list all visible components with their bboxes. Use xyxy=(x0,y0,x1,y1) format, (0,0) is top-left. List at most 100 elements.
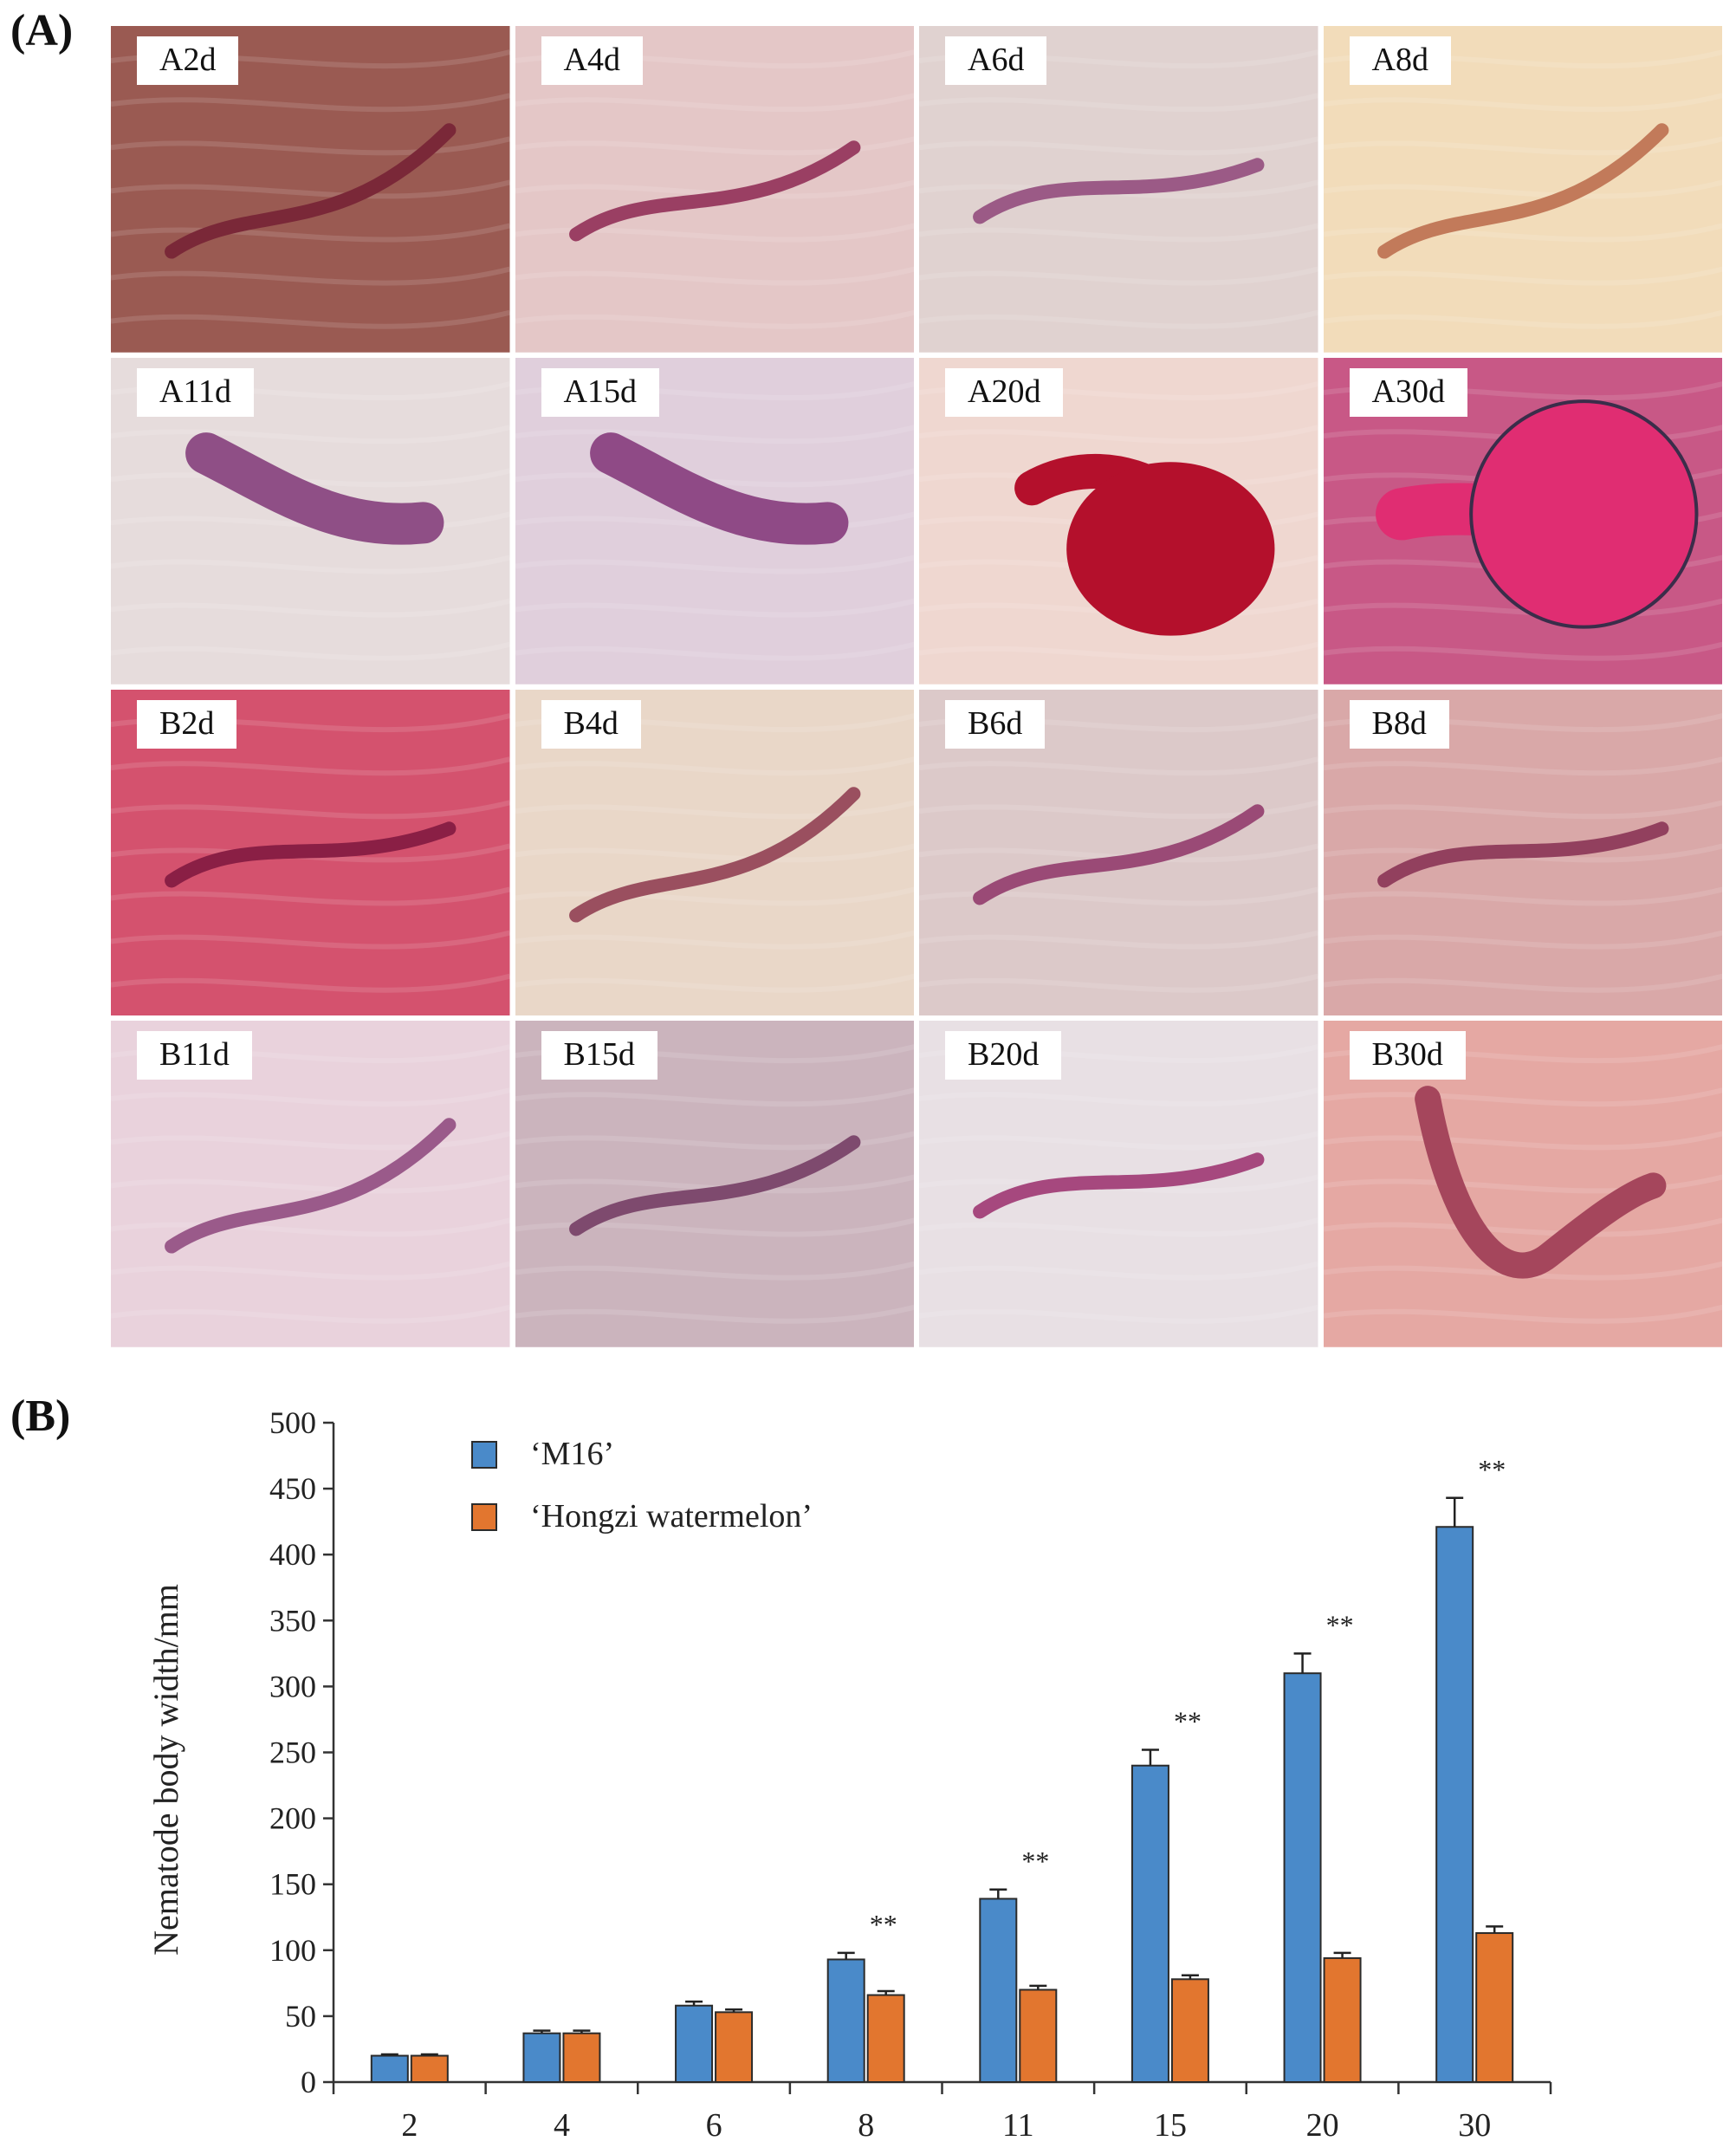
micrograph-a20d: A20d xyxy=(919,357,1318,684)
micrograph-label: A8d xyxy=(1349,36,1451,85)
y-tick-label: 500 xyxy=(269,1405,316,1440)
micrograph-b6d: B6d xyxy=(919,689,1318,1016)
x-tick-label: 6 xyxy=(706,2107,722,2144)
micrograph-label: B4d xyxy=(541,699,641,749)
micrograph-label: A30d xyxy=(1349,367,1467,417)
micrograph-b4d: B4d xyxy=(515,689,914,1016)
micrograph-label: B20d xyxy=(945,1031,1062,1080)
bar-m16-4 xyxy=(522,2032,561,2083)
y-tick-label: 50 xyxy=(285,1999,316,2034)
micrograph-b15d: B15d xyxy=(515,1021,914,1347)
micrograph-label: A6d xyxy=(945,36,1047,85)
y-tick-label: 350 xyxy=(269,1603,316,1638)
chart-axes: 0 50 100 150 200 250 300 350 400 450 500 2 4 6 8 11 15 20… xyxy=(146,1405,1552,2144)
micrograph-a6d: A6d xyxy=(919,26,1318,353)
nematode-shape xyxy=(165,1118,457,1254)
micrograph-label: B11d xyxy=(137,1031,252,1080)
bar-m16-8 xyxy=(826,1958,865,2083)
micrograph-a11d: A11d xyxy=(111,357,510,684)
micrograph-label: A11d xyxy=(137,367,255,417)
legend-swatch xyxy=(471,1503,497,1531)
nematode-shape xyxy=(589,431,848,545)
y-tick-label: 300 xyxy=(269,1669,316,1703)
x-tick-label: 4 xyxy=(554,2107,570,2144)
y-tick-label: 0 xyxy=(301,2065,316,2099)
bar-hongzi-8 xyxy=(866,1994,905,2083)
y-tick-label: 250 xyxy=(269,1736,316,1770)
micrograph-image xyxy=(1323,689,1722,1016)
nematode-shape xyxy=(568,786,860,923)
bar-chart: 0 50 100 150 200 250 300 350 400 450 500 2 4 6 8 11 15 20… xyxy=(146,1405,1552,2144)
nematode-shape xyxy=(1414,1086,1666,1279)
micrograph-image xyxy=(919,689,1318,1016)
x-tick-label: 8 xyxy=(858,2107,874,2144)
micrograph-label: B6d xyxy=(945,699,1046,749)
nematode-shape xyxy=(568,140,860,242)
x-tick-label: 15 xyxy=(1154,2107,1187,2144)
nematode-shape xyxy=(973,1152,1265,1219)
bar-m16-11 xyxy=(979,1898,1018,2084)
significance-marker: ** xyxy=(1174,1705,1202,1736)
micrograph-image xyxy=(515,26,914,353)
micrograph-label: B30d xyxy=(1349,1031,1466,1080)
nematode-shape xyxy=(568,1135,860,1236)
bar-hongzi-4 xyxy=(562,2032,601,2083)
micrograph-b11d: B11d xyxy=(111,1021,510,1347)
micrograph-label: A15d xyxy=(541,367,659,417)
micrograph-b2d: B2d xyxy=(111,689,510,1016)
panel-b-label: (B) xyxy=(10,1392,71,1441)
x-tick-label: 11 xyxy=(1002,2107,1034,2144)
y-tick-label: 450 xyxy=(269,1471,316,1506)
panel-a-label: (A) xyxy=(10,6,74,55)
micrograph-label: A20d xyxy=(945,367,1064,417)
nematode-shape xyxy=(165,821,457,887)
micrograph-label: B15d xyxy=(541,1031,657,1080)
micrograph-label: A4d xyxy=(541,36,643,85)
gall-body xyxy=(1468,399,1698,629)
y-tick-label: 400 xyxy=(269,1537,316,1572)
significance-marker: ** xyxy=(1478,1454,1506,1485)
nematode-shape xyxy=(973,158,1265,224)
x-tick-label: 30 xyxy=(1458,2107,1491,2144)
nematode-shape xyxy=(165,123,457,259)
bar-hongzi-11 xyxy=(1019,1989,1058,2084)
micrograph-b20d: B20d xyxy=(919,1021,1318,1347)
bar-hongzi-15 xyxy=(1170,1978,1209,2083)
chart-legend: ‘M16’ ‘Hongzi watermelon’ xyxy=(471,1436,813,1534)
x-tick-label: 20 xyxy=(1306,2107,1339,2144)
significance-marker: ** xyxy=(1326,1609,1354,1640)
bar-hongzi-6 xyxy=(715,2011,754,2083)
micrograph-image xyxy=(1323,26,1722,353)
micrograph-image xyxy=(111,1021,510,1347)
bar-m16-6 xyxy=(675,2004,714,2083)
x-tick-label: 2 xyxy=(401,2107,418,2144)
y-tick-label: 200 xyxy=(269,1801,316,1836)
micrograph-a30d: A30d xyxy=(1323,357,1722,684)
nematode-shape xyxy=(1376,123,1668,259)
significance-marker: ** xyxy=(1021,1846,1049,1877)
micrograph-label: B8d xyxy=(1349,699,1449,749)
micrograph-label: B2d xyxy=(137,699,237,749)
nematode-shape xyxy=(1376,821,1668,887)
bar-m16-20 xyxy=(1283,1672,1322,2083)
swollen-body xyxy=(1066,461,1275,636)
chart-bars: ** ** ** ** ** xyxy=(370,1454,1514,2084)
micrograph-a15d: A15d xyxy=(515,357,914,684)
bar-m16-15 xyxy=(1130,1764,1169,2083)
y-tick-label: 100 xyxy=(269,1933,316,1968)
bar-m16-30 xyxy=(1435,1526,1474,2084)
micrograph-a2d: A2d xyxy=(111,26,510,353)
bar-hongzi-20 xyxy=(1323,1956,1362,2083)
micrograph-a4d: A4d xyxy=(515,26,914,353)
micrograph-a8d: A8d xyxy=(1323,26,1722,353)
nematode-shape xyxy=(973,803,1265,905)
legend-label: ‘Hongzi watermelon’ xyxy=(530,1498,813,1534)
legend-label: ‘M16’ xyxy=(530,1436,614,1472)
bar-hongzi-30 xyxy=(1475,1932,1514,2083)
nematode-shape xyxy=(185,431,444,545)
micrograph-grid: A2d A4d A6d A8d A11d A15d A20d A30d B2d B4d B6d B8d… xyxy=(111,26,1722,1347)
bar-m16-2 xyxy=(370,2054,409,2083)
y-axis-label: Nematode body width/mm xyxy=(146,1584,185,1956)
micrograph-label: A2d xyxy=(137,36,239,85)
significance-marker: ** xyxy=(870,1909,897,1940)
